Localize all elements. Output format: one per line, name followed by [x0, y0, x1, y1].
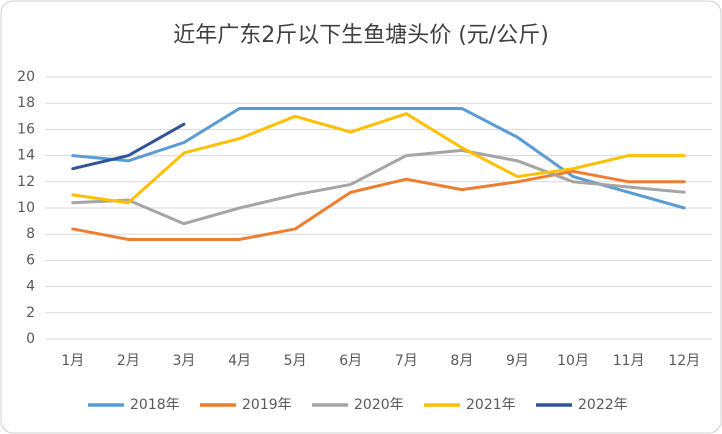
y-tick-label: 0: [26, 331, 35, 347]
x-tick-label: 10月: [557, 353, 589, 369]
x-tick-label: 12月: [668, 353, 700, 369]
x-tick-label: 11月: [613, 353, 645, 369]
chart-title: 近年广东2斤以下生鱼塘头价 (元/公斤): [173, 23, 549, 48]
y-tick-label: 20: [17, 69, 35, 85]
legend-label: 2020年: [354, 397, 404, 413]
series-line: [71, 112, 686, 205]
x-tick-label: 7月: [395, 353, 418, 369]
x-tick-label: 4月: [228, 353, 251, 369]
x-tick-label: 3月: [172, 353, 195, 369]
y-tick-label: 6: [26, 252, 35, 268]
y-tick-label: 18: [17, 95, 35, 111]
legend-label: 2019年: [242, 397, 292, 413]
x-tick-label: 5月: [284, 353, 307, 369]
y-tick-label: 14: [17, 148, 35, 164]
y-tick-label: 2: [26, 305, 35, 321]
series-line: [71, 169, 686, 241]
y-tick-label: 10: [17, 200, 35, 216]
legend-label: 2022年: [578, 397, 628, 413]
y-tick-label: 8: [26, 226, 35, 242]
y-tick-label: 16: [17, 121, 35, 137]
y-tick-label: 12: [17, 174, 35, 190]
series-line: [71, 148, 686, 226]
y-tick-label: 4: [26, 279, 35, 295]
x-tick-label: 8月: [450, 353, 473, 369]
x-tick-label: 2月: [117, 353, 140, 369]
x-tick-label: 6月: [339, 353, 362, 369]
x-tick-label: 1月: [61, 353, 84, 369]
series-line: [71, 106, 686, 210]
legend-label: 2021年: [466, 397, 516, 413]
x-tick-label: 9月: [506, 353, 529, 369]
legend-label: 2018年: [130, 397, 180, 413]
series-line: [71, 122, 186, 171]
